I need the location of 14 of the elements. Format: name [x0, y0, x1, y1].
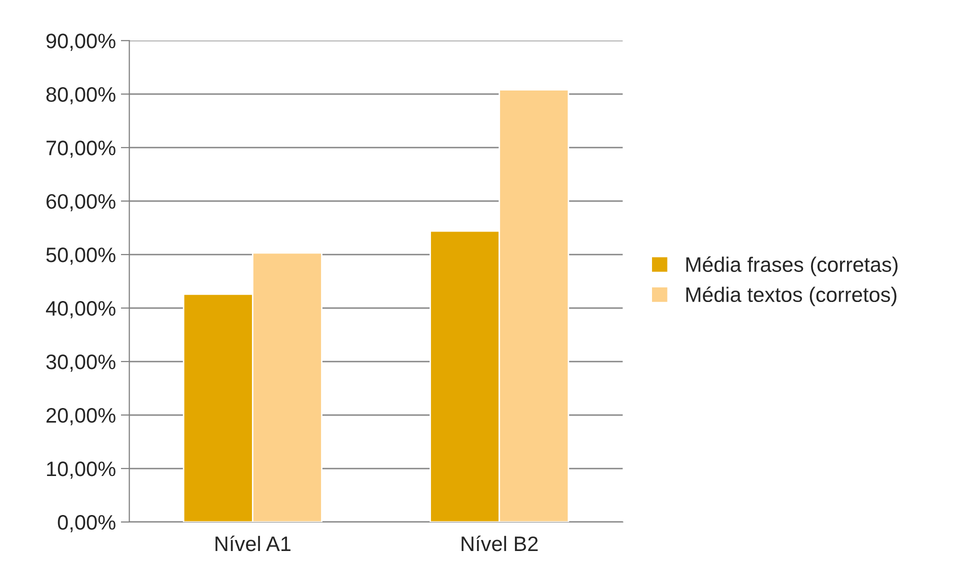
- x-tick-label: Nível A1: [216, 536, 290, 552]
- y-tick-label: 60,00%: [46, 194, 116, 212]
- y-tick-label: 70,00%: [46, 140, 116, 158]
- y-tick-label: 20,00%: [46, 408, 116, 426]
- y-tick-label: 90,00%: [46, 34, 116, 51]
- legend-label: Média textos (corretos): [686, 286, 896, 306]
- y-tick-label: 10,00%: [47, 462, 116, 479]
- y-tick-label: 40,00%: [46, 301, 116, 318]
- y-tick-label: 50,00%: [46, 248, 116, 265]
- y-tick-label: 30,00%: [46, 354, 116, 372]
- x-tick-label: Nível B2: [462, 536, 538, 552]
- y-tick-label: 0,00%: [58, 515, 116, 532]
- legend-label: Média frases (corretas): [686, 256, 898, 276]
- y-tick-label: 80,00%: [46, 87, 116, 104]
